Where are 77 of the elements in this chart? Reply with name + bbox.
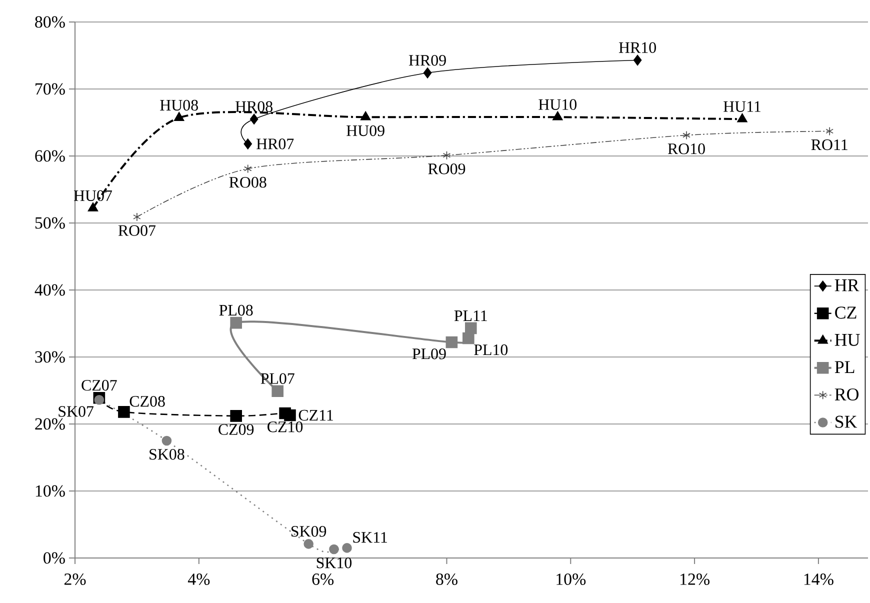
point	[284, 409, 296, 422]
x-tick-label: 14%	[804, 574, 834, 585]
x-tick-label: 12%	[680, 574, 710, 585]
annotation: HR09	[408, 54, 446, 66]
point	[272, 385, 284, 398]
point	[552, 111, 563, 120]
point	[230, 316, 242, 329]
point	[464, 322, 477, 334]
point	[230, 410, 242, 422]
y-tick-label: 10%	[36, 485, 65, 497]
point	[633, 54, 642, 66]
point	[446, 336, 458, 348]
annotation: HU09	[346, 125, 384, 136]
point	[737, 113, 748, 122]
annotation: CZ11	[298, 410, 333, 421]
point	[442, 150, 451, 160]
legend-label: PL	[834, 361, 854, 373]
annotation: PL09	[412, 348, 446, 360]
annotation: HU07	[74, 190, 112, 202]
point	[826, 126, 834, 136]
annotation: PL08	[219, 304, 253, 316]
annotation: CZ09	[218, 424, 254, 435]
annotation: HU08	[160, 100, 198, 111]
annotation: RO07	[118, 225, 156, 236]
annotation: SK10	[316, 557, 352, 568]
point	[118, 406, 130, 418]
x-tick-label: 6%	[312, 574, 334, 585]
point	[244, 138, 252, 150]
legend-label: HU	[834, 334, 860, 346]
annotation: RO11	[811, 139, 848, 150]
annotation: PL07	[260, 373, 294, 384]
point	[133, 212, 141, 222]
legend-label: RO	[834, 388, 859, 400]
point	[88, 202, 98, 212]
legend-label: SK	[836, 416, 858, 428]
point	[329, 544, 339, 554]
y-tick-label: 30%	[35, 351, 65, 363]
x-tick-label: 2%	[64, 574, 86, 585]
point	[342, 543, 352, 553]
y-tick-label: 40%	[34, 284, 65, 296]
annotation: HR07	[256, 138, 294, 150]
y-tick-label: 60%	[35, 150, 65, 162]
annotation: HU11	[724, 101, 760, 112]
point	[244, 164, 252, 174]
point	[94, 394, 104, 405]
annotation: RO10	[668, 143, 705, 154]
y-tick-label: 80%	[35, 16, 65, 28]
point	[360, 111, 371, 120]
legend-label: HR	[834, 279, 860, 292]
legend-label: CZ	[835, 306, 856, 319]
annotation: PL10	[474, 344, 508, 356]
x-tick-label: 10%	[556, 574, 586, 585]
point	[250, 114, 258, 125]
annotation: RO09	[428, 164, 466, 174]
point	[304, 539, 314, 549]
annotation: HR08	[235, 101, 272, 112]
y-tick-label: 50%	[35, 217, 65, 229]
annotation: SK08	[150, 448, 184, 460]
annotation: SK11	[353, 532, 387, 543]
x-tick-label: 8%	[436, 574, 458, 585]
y-tick-label: 20%	[35, 418, 65, 430]
annotation: PL11	[454, 310, 487, 321]
annotation: RO08	[229, 176, 266, 188]
point	[162, 436, 172, 446]
x-tick-label: 4%	[188, 574, 210, 585]
point	[423, 68, 432, 78]
annotation: SK07	[58, 406, 94, 417]
y-tick-label: 0%	[44, 552, 65, 564]
annotation: CZ10	[268, 421, 303, 432]
annotation: CZ07	[82, 380, 117, 391]
annotation: HU10	[538, 99, 576, 110]
point	[174, 112, 184, 121]
annotation: SK09	[291, 526, 326, 537]
point	[682, 130, 690, 140]
annotation: HR10	[618, 42, 656, 53]
annotation: CZ08	[130, 396, 165, 407]
y-tick-label: 70%	[36, 83, 65, 95]
